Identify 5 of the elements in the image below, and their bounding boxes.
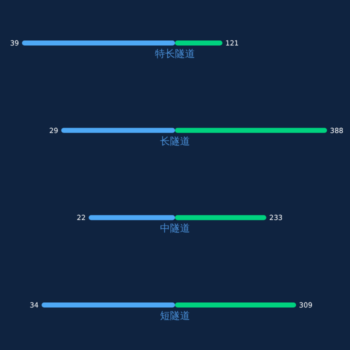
- y-tick-label: 特长隧道: [155, 48, 195, 60]
- y-tick-label: 长隧道: [160, 135, 190, 148]
- y-tick-label: 中隧道: [160, 222, 190, 235]
- bar: [175, 40, 222, 46]
- y-tick-label: 短隧道: [160, 310, 190, 322]
